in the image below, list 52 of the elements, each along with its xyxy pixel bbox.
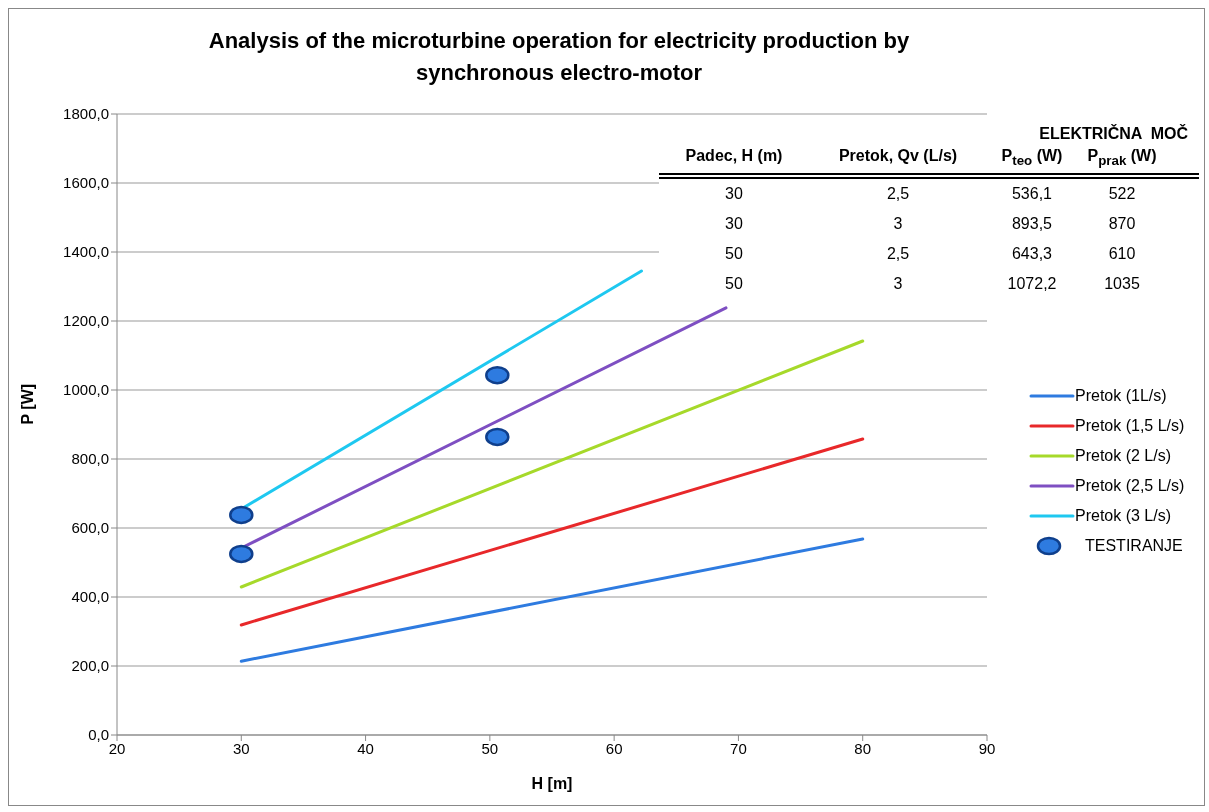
x-tick-label: 20 bbox=[108, 739, 126, 757]
text: P$_{prak}$ (W) bbox=[1086, 147, 1158, 171]
annotation: 2,5 bbox=[885, 245, 911, 263]
legend-label: Pretok (2,5 L/s) bbox=[1075, 477, 1185, 495]
x-tick-label: 60 bbox=[605, 739, 623, 757]
y-tick-label: 1200,0 bbox=[63, 312, 109, 330]
legend-label: Pretok (1,5 L/s) bbox=[1075, 417, 1185, 435]
annotation: 3 bbox=[892, 275, 904, 293]
text: 1072,2 bbox=[1006, 275, 1058, 293]
text: 1035 bbox=[1103, 275, 1141, 293]
text: 536,1 bbox=[1010, 185, 1053, 203]
chart-title: Analysis of the microturbine operation for electricity production by synchronous electro-motor bbox=[207, 27, 911, 87]
y-tick-label: 400,0 bbox=[71, 588, 109, 606]
y-axis-title: P [W] bbox=[18, 383, 36, 425]
x-tick-label: 30 bbox=[232, 739, 250, 757]
x-tick-label: 80 bbox=[854, 739, 872, 757]
y-tick-label: 800,0 bbox=[71, 450, 109, 468]
annotation: 2,5 bbox=[885, 185, 911, 203]
annotation: 50 bbox=[724, 245, 744, 263]
y-tick-label: 600,0 bbox=[71, 519, 109, 537]
x-tick-label: 90 bbox=[978, 739, 996, 757]
annotation: 50 bbox=[724, 275, 744, 293]
text: 893,5 bbox=[1010, 215, 1053, 233]
point bbox=[229, 544, 254, 564]
y-tick-label: 1800,0 bbox=[63, 105, 109, 123]
text: 522 bbox=[1107, 185, 1137, 203]
legend-label: TESTIRANJE bbox=[1085, 537, 1183, 555]
text: P$_{teo}$ (W) bbox=[1000, 147, 1064, 171]
point bbox=[229, 505, 254, 525]
legend-label: Pretok (2 L/s) bbox=[1075, 447, 1172, 465]
point bbox=[485, 427, 510, 447]
annotation: Padec, H (m) bbox=[684, 147, 784, 166]
point bbox=[485, 365, 510, 385]
y-tick-label: 1400,0 bbox=[63, 243, 109, 261]
annotation: 3 bbox=[892, 215, 904, 233]
annotation: 30 bbox=[724, 185, 744, 203]
x-tick-label: 70 bbox=[730, 739, 747, 757]
y-tick-label: 200,0 bbox=[71, 657, 109, 675]
text: 870 bbox=[1107, 215, 1137, 233]
text: 643,3 bbox=[1010, 245, 1053, 263]
legend-label: Pretok (3 L/s) bbox=[1075, 507, 1172, 525]
x-tick-label: 50 bbox=[481, 739, 499, 757]
x-tick-label: 40 bbox=[357, 739, 374, 757]
y-tick-label: 1000,0 bbox=[63, 381, 109, 399]
legend-label: Pretok (1L/s) bbox=[1075, 387, 1167, 405]
y-tick-label: 1600,0 bbox=[63, 174, 109, 192]
annotation: 30 bbox=[724, 215, 744, 233]
text: 610 bbox=[1107, 245, 1137, 263]
y-tick-label: 0,0 bbox=[88, 726, 109, 744]
text: ELEKTRIČNA MOČ bbox=[1038, 123, 1189, 144]
annotation: Pretok, Qv (L/s) bbox=[837, 147, 959, 166]
x-axis-title: H [m] bbox=[531, 775, 573, 792]
